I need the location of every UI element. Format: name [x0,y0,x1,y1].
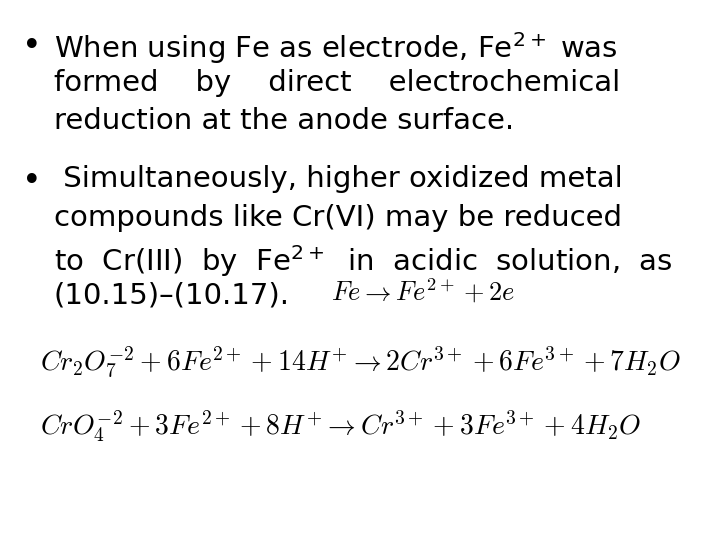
Text: (10.15)–(10.17).: (10.15)–(10.17). [54,282,290,310]
Text: reduction at the anode surface.: reduction at the anode surface. [54,107,514,136]
Text: Simultaneously, higher oxidized metal: Simultaneously, higher oxidized metal [54,165,623,193]
Text: •: • [22,30,41,63]
Text: When using Fe as electrode, Fe$^{2+}$ was: When using Fe as electrode, Fe$^{2+}$ wa… [54,30,618,65]
Text: $CrO_4^{-2} + 3Fe^{2+} + 8H^{+} \rightarrow Cr^{3+} + 3Fe^{3+} + 4H_2O$: $CrO_4^{-2} + 3Fe^{2+} + 8H^{+} \rightar… [40,408,641,444]
Text: compounds like Cr(VI) may be reduced: compounds like Cr(VI) may be reduced [54,204,622,232]
Text: $Cr_2O_7^{-2} + 6Fe^{2+} + 14H^{+} \rightarrow 2Cr^{3+} + 6Fe^{3+} + 7H_2O$: $Cr_2O_7^{-2} + 6Fe^{2+} + 14H^{+} \righ… [40,345,680,380]
Text: •: • [22,165,41,198]
Text: $Fe \rightarrow Fe^{2+} + 2e$: $Fe \rightarrow Fe^{2+} + 2e$ [331,279,515,307]
Text: to  Cr(III)  by  Fe$^{2+}$  in  acidic  solution,  as: to Cr(III) by Fe$^{2+}$ in acidic soluti… [54,243,672,279]
Text: formed    by    direct    electrochemical: formed by direct electrochemical [54,69,620,97]
